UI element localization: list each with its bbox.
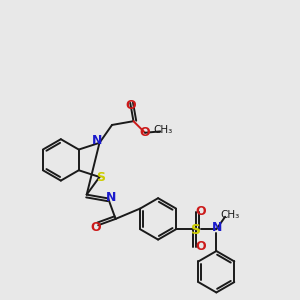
- Text: CH₃: CH₃: [220, 210, 240, 220]
- Text: S: S: [191, 223, 201, 237]
- Text: O: O: [140, 126, 150, 139]
- Text: CH₃: CH₃: [154, 125, 173, 135]
- Text: N: N: [92, 134, 103, 147]
- Text: S: S: [96, 172, 105, 184]
- Text: O: O: [90, 221, 101, 234]
- Text: O: O: [195, 205, 206, 218]
- Text: O: O: [195, 240, 206, 253]
- Text: N: N: [106, 191, 116, 204]
- Text: O: O: [125, 99, 136, 112]
- Text: N: N: [212, 221, 223, 234]
